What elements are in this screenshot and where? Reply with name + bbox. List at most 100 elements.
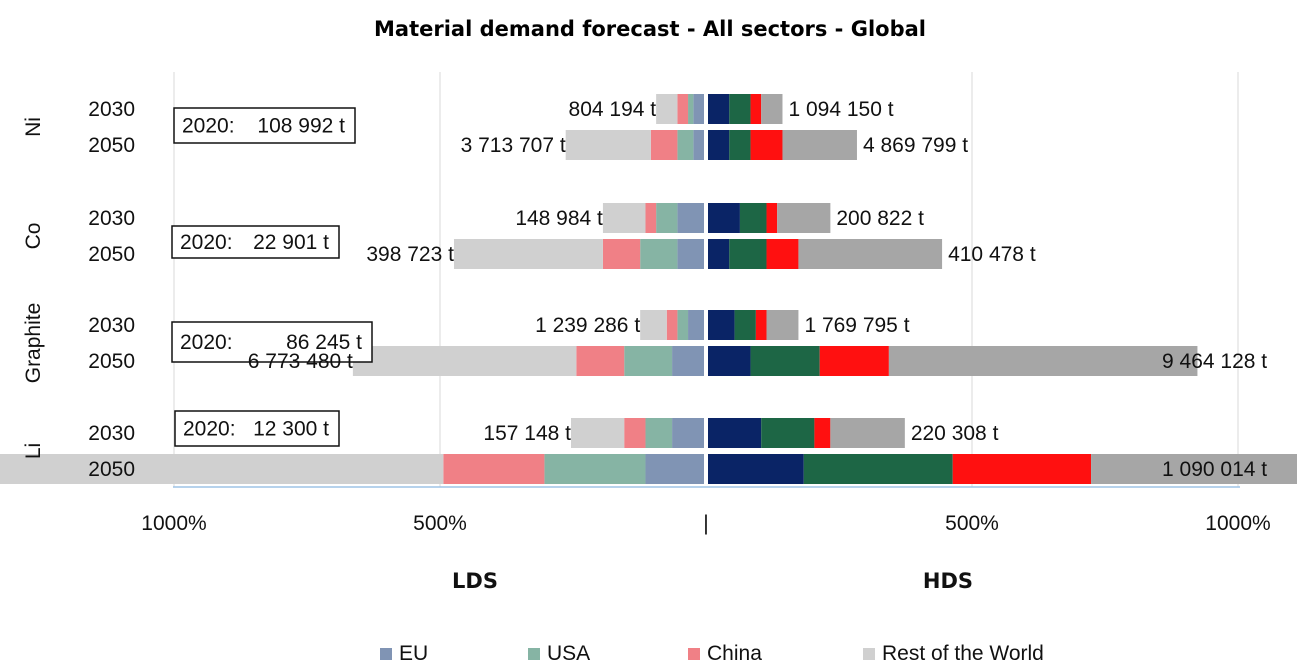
labels: 2000%1500%1000%500%|500%1000%1500%2000%N… — [22, 98, 1271, 535]
lds-segment — [677, 203, 704, 233]
material-label: Li — [22, 443, 45, 459]
lds-segment — [640, 239, 678, 269]
hds-segment — [803, 454, 953, 484]
hds-segment — [729, 94, 751, 124]
baseline-box — [171, 225, 340, 259]
lds-segment — [677, 94, 689, 124]
lds-segment — [571, 418, 625, 448]
hds-segment — [708, 94, 730, 124]
hds-value-label: 4 869 799 t — [863, 134, 968, 157]
lds-segment — [602, 239, 641, 269]
bars — [0, 94, 1297, 484]
hds-value-label: 1 090 014 t — [1162, 458, 1267, 481]
baseline-box — [171, 321, 373, 363]
hds-label: HDS — [923, 569, 973, 593]
material-label: Co — [22, 223, 45, 250]
year-label: 2050 — [88, 134, 135, 157]
legend: EU USA China Rest of the World — [0, 642, 1297, 666]
hds-segment — [1091, 454, 1297, 484]
lds-segment — [645, 203, 657, 233]
lds-segment — [688, 94, 694, 124]
hds-value-label: 9 464 128 t — [1162, 350, 1267, 373]
baseline-box — [173, 107, 356, 144]
hds-segment — [761, 418, 815, 448]
lds-value-label: 3 713 707 t — [461, 134, 566, 157]
hds-segment — [708, 239, 730, 269]
lds-segment — [672, 346, 704, 376]
baseline-label: 2020: — [182, 115, 235, 138]
legend-swatch — [863, 648, 875, 660]
legend-label: China — [707, 642, 762, 665]
lds-segment — [352, 346, 577, 376]
baseline-value: 12 300 t — [253, 418, 329, 441]
legend-label: USA — [547, 642, 591, 665]
x-tick-label: 1000% — [1205, 512, 1270, 535]
lds-segment — [650, 130, 678, 160]
hds-segment — [708, 454, 804, 484]
hds-segment — [750, 346, 820, 376]
baseline-label: 2020: — [180, 231, 233, 254]
baseline-value: 22 901 t — [253, 231, 329, 254]
hds-segment — [814, 418, 831, 448]
legend-swatch — [688, 648, 700, 660]
lds-value-label: 804 194 t — [569, 98, 657, 121]
hds-segment — [819, 346, 889, 376]
x-tick-label: 500% — [413, 512, 467, 535]
hds-segment — [766, 310, 799, 340]
lds-segment — [453, 239, 603, 269]
chart-title: Material demand forecast - All sectors -… — [374, 17, 926, 41]
hds-segment — [766, 239, 799, 269]
legend-item: China — [688, 642, 762, 666]
legend-label: EU — [399, 642, 429, 665]
lds-segment — [677, 310, 689, 340]
hds-segment — [888, 346, 1198, 376]
hds-segment — [777, 203, 831, 233]
hds-segment — [708, 130, 730, 160]
lds-value-label: 398 723 t — [366, 243, 454, 266]
lds-segment — [0, 454, 444, 484]
lds-segment — [666, 310, 678, 340]
legend-item: EU — [380, 642, 428, 666]
lds-value-label: 6 773 480 t — [248, 350, 353, 373]
baseline-label: 2020: — [180, 331, 233, 354]
hds-segment — [734, 310, 756, 340]
lds-segment — [624, 346, 673, 376]
hds-segment — [708, 346, 751, 376]
hds-segment — [750, 94, 762, 124]
baseline-box — [174, 410, 340, 447]
lds-segment — [645, 454, 704, 484]
legend-swatch — [380, 648, 392, 660]
legend-item: USA — [528, 642, 590, 666]
hds-segment — [750, 130, 783, 160]
year-label: 2030 — [88, 422, 135, 445]
lds-segment — [688, 310, 704, 340]
lds-value-label: 157 148 t — [483, 422, 571, 445]
lds-segment — [677, 130, 694, 160]
hds-segment — [708, 203, 740, 233]
lds-value-label: 1 239 286 t — [535, 314, 640, 337]
year-label: 2030 — [88, 314, 135, 337]
lds-segment — [565, 130, 651, 160]
lds-segment — [693, 94, 704, 124]
lds-segment — [656, 203, 678, 233]
year-label: 2030 — [88, 207, 135, 230]
lds-segment — [672, 418, 704, 448]
lds-label: LDS — [452, 569, 498, 593]
baseline-value: 86 245 t — [286, 331, 362, 354]
lds-segment — [693, 130, 704, 160]
hds-value-label: 1 094 150 t — [788, 98, 893, 121]
legend-swatch — [528, 648, 540, 660]
lds-segment — [624, 418, 646, 448]
hds-segment — [782, 130, 857, 160]
lds-segment — [576, 346, 625, 376]
year-label: 2050 — [88, 243, 135, 266]
year-label: 2050 — [88, 458, 135, 481]
hds-segment — [729, 239, 767, 269]
lds-segment — [645, 418, 673, 448]
hds-segment — [766, 203, 778, 233]
lds-segment — [677, 239, 704, 269]
lds-segment — [443, 454, 545, 484]
lds-segment — [656, 94, 678, 124]
hds-segment — [952, 454, 1092, 484]
